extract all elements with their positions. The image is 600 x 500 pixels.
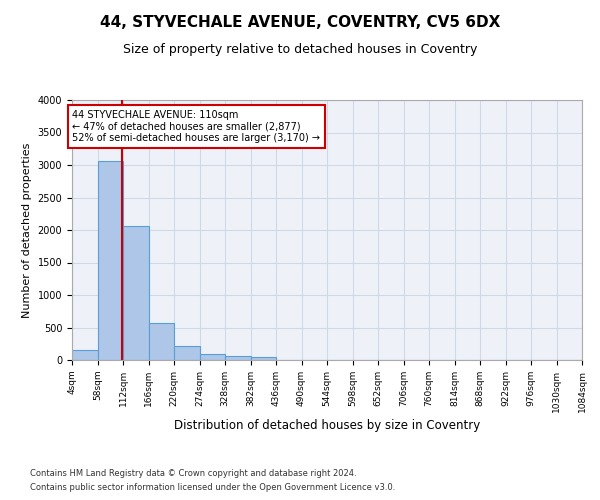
Bar <box>72 350 97 360</box>
Text: Size of property relative to detached houses in Coventry: Size of property relative to detached ho… <box>123 42 477 56</box>
Y-axis label: Number of detached properties: Number of detached properties <box>22 142 32 318</box>
Text: Contains public sector information licensed under the Open Government Licence v3: Contains public sector information licen… <box>30 484 395 492</box>
Bar <box>225 356 251 360</box>
X-axis label: Distribution of detached houses by size in Coventry: Distribution of detached houses by size … <box>174 419 480 432</box>
Bar <box>97 161 123 360</box>
Bar <box>149 323 174 360</box>
Bar <box>174 346 199 360</box>
Bar <box>123 226 149 360</box>
Text: Contains HM Land Registry data © Crown copyright and database right 2024.: Contains HM Land Registry data © Crown c… <box>30 468 356 477</box>
Text: 44 STYVECHALE AVENUE: 110sqm
← 47% of detached houses are smaller (2,877)
52% of: 44 STYVECHALE AVENUE: 110sqm ← 47% of de… <box>73 110 320 143</box>
Bar <box>251 357 276 360</box>
Bar <box>200 354 225 360</box>
Text: 44, STYVECHALE AVENUE, COVENTRY, CV5 6DX: 44, STYVECHALE AVENUE, COVENTRY, CV5 6DX <box>100 15 500 30</box>
